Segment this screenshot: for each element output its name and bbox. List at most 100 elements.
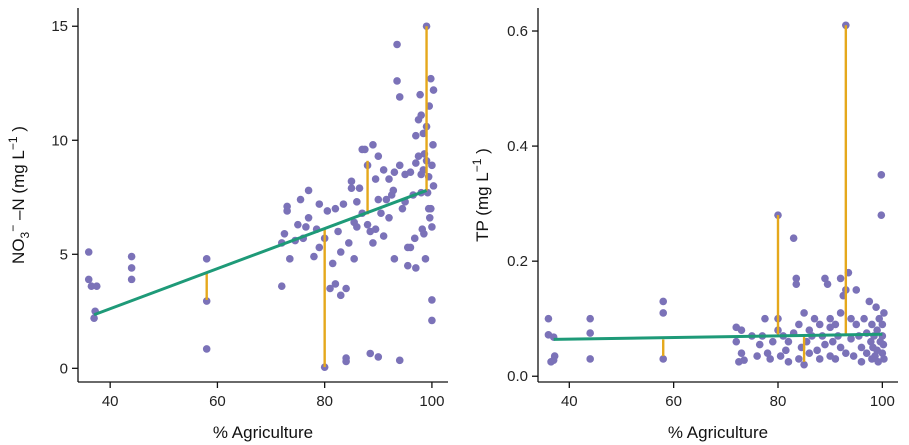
data-point bbox=[800, 309, 808, 317]
data-point bbox=[586, 355, 594, 363]
data-point bbox=[296, 195, 305, 204]
data-point bbox=[127, 252, 136, 261]
data-point bbox=[412, 131, 420, 140]
y-axis-title-part: 3 bbox=[18, 231, 32, 238]
data-point bbox=[857, 358, 866, 366]
data-point bbox=[350, 255, 358, 263]
data-point bbox=[852, 286, 861, 294]
data-point bbox=[379, 232, 388, 240]
y-tick-label: 0.4 bbox=[507, 138, 528, 155]
data-point bbox=[420, 229, 428, 238]
data-point bbox=[732, 337, 741, 346]
data-point bbox=[406, 243, 415, 252]
data-point bbox=[871, 352, 879, 360]
data-point bbox=[382, 195, 391, 204]
data-point bbox=[342, 354, 350, 362]
x-axis-title: % Agriculture bbox=[213, 423, 313, 442]
data-point bbox=[878, 349, 887, 358]
x-tick-label: 60 bbox=[665, 393, 682, 410]
data-point bbox=[831, 355, 840, 363]
data-point bbox=[414, 152, 423, 161]
data-point bbox=[315, 243, 324, 252]
y-tick-label: 0.6 bbox=[507, 23, 528, 40]
data-point bbox=[398, 204, 407, 213]
y-tick-label: 15 bbox=[51, 18, 68, 35]
data-point bbox=[339, 200, 348, 208]
data-point bbox=[862, 349, 871, 358]
data-point bbox=[429, 182, 438, 190]
data-point bbox=[344, 239, 353, 247]
data-point bbox=[283, 202, 291, 211]
data-point bbox=[377, 209, 385, 218]
data-point bbox=[763, 349, 772, 358]
data-point bbox=[429, 141, 437, 149]
data-point bbox=[336, 248, 345, 256]
data-point bbox=[92, 282, 101, 291]
data-point bbox=[586, 329, 594, 337]
data-point bbox=[361, 145, 369, 154]
data-point bbox=[302, 223, 310, 231]
data-point bbox=[395, 93, 404, 101]
data-point bbox=[842, 349, 850, 358]
data-point bbox=[84, 248, 93, 256]
data-point bbox=[347, 184, 356, 192]
data-point bbox=[753, 352, 761, 360]
x-tick-label: 60 bbox=[209, 393, 226, 410]
y-axis-title-part: ) bbox=[9, 126, 28, 136]
data-point bbox=[336, 291, 345, 300]
data-point bbox=[805, 326, 814, 335]
data-point bbox=[304, 186, 313, 195]
data-point bbox=[784, 358, 793, 366]
data-point bbox=[277, 282, 286, 291]
y-tick-label: 0.2 bbox=[507, 253, 528, 270]
data-point bbox=[857, 343, 866, 352]
data-point bbox=[755, 340, 764, 349]
data-point bbox=[202, 255, 211, 263]
y-tick-label: 5 bbox=[60, 246, 68, 263]
data-point bbox=[847, 335, 855, 343]
data-point bbox=[836, 274, 845, 283]
y-axis-title-part: − bbox=[6, 225, 20, 232]
data-point bbox=[419, 129, 428, 138]
data-point bbox=[836, 343, 845, 352]
data-point bbox=[847, 314, 855, 323]
data-point bbox=[369, 239, 377, 247]
y-axis-title-part: ) bbox=[473, 148, 492, 158]
panel-phosphorus: 40 60 80 100 0.0 0.2 0.4 0.6 % Agriculture TP (mg… bbox=[470, 8, 898, 442]
data-point bbox=[379, 166, 388, 174]
data-point bbox=[280, 229, 289, 238]
panel-nitrate: 40 60 80 100 0 5 10 15 % Agriculture NO3− –N (mg … bbox=[6, 8, 448, 442]
data-point bbox=[877, 171, 886, 179]
data-point bbox=[417, 111, 425, 119]
data-point bbox=[821, 274, 829, 283]
data-point bbox=[323, 207, 332, 215]
data-point bbox=[800, 360, 808, 369]
data-point bbox=[390, 168, 399, 176]
data-point bbox=[766, 355, 774, 363]
data-point bbox=[659, 297, 668, 306]
data-point bbox=[815, 355, 824, 363]
data-point bbox=[286, 255, 294, 263]
data-point bbox=[310, 252, 318, 261]
y-axis-title-part: TP (mg L bbox=[473, 172, 492, 242]
data-point bbox=[868, 320, 876, 329]
data-point bbox=[659, 355, 668, 363]
data-point bbox=[761, 314, 769, 323]
data-point bbox=[334, 227, 342, 236]
data-point bbox=[202, 297, 211, 305]
data-point bbox=[550, 352, 559, 360]
y-axis-title-part: –N (mg L bbox=[9, 150, 28, 225]
data-point bbox=[90, 314, 98, 322]
data-point bbox=[428, 296, 436, 304]
data-point bbox=[87, 282, 96, 291]
data-point bbox=[412, 264, 420, 272]
data-point bbox=[586, 314, 594, 323]
data-point bbox=[427, 74, 435, 83]
data-point bbox=[879, 340, 888, 349]
data-point bbox=[421, 255, 430, 263]
data-point bbox=[867, 337, 875, 346]
data-point bbox=[84, 275, 93, 284]
data-point bbox=[821, 340, 829, 349]
data-point bbox=[328, 259, 337, 268]
data-point bbox=[371, 175, 380, 183]
